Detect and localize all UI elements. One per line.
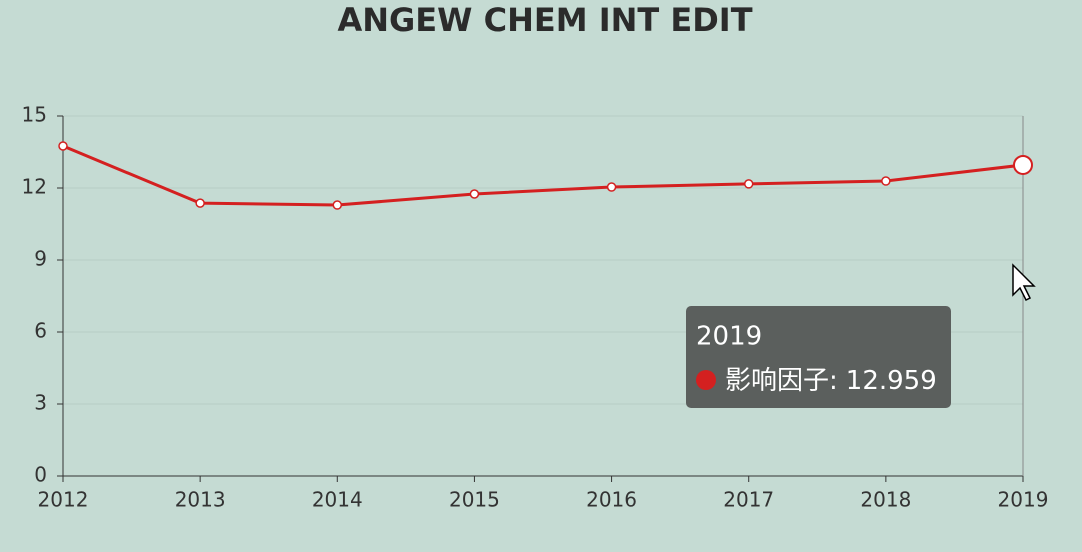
data-point [743,179,754,189]
y-tick-label: 12 [22,175,47,199]
x-tick-label: 2012 [38,488,89,512]
y-tick-label: 9 [34,247,47,271]
tooltip-separator: : [829,366,838,396]
x-tick-label: 2017 [723,488,774,512]
y-tick-label: 3 [34,391,47,415]
x-tick-label: 2018 [860,488,911,512]
tooltip-value: 12.959 [846,366,937,396]
tooltip-box [686,306,951,408]
x-tick-label: 2019 [998,488,1049,512]
data-point [195,198,205,208]
tooltip-series-name: 影响因子 [725,366,829,396]
tooltip-text: 影响因子:12.959 [725,366,937,396]
data-point [881,176,891,186]
data-point [1013,154,1033,175]
chart-title: ANGEW CHEM INT EDIT [337,1,752,39]
x-tick-label: 2013 [175,488,226,512]
data-point [606,182,617,192]
y-tick-label: 6 [34,319,47,343]
data-point [58,141,68,151]
data-point [332,200,343,210]
series-line [62,144,1024,207]
y-tick-label: 15 [22,103,47,127]
data-point [469,189,480,199]
tooltip-title: 2019 [696,322,762,352]
y-tick-label: 0 [34,463,47,487]
tooltip: 2019 影响因子:12.959 [686,306,951,408]
x-tick-label: 2016 [586,488,637,512]
cursor [1012,263,1036,302]
x-tick-label: 2014 [312,488,363,512]
x-tick-label: 2015 [449,488,500,512]
tooltip-marker [696,370,716,390]
